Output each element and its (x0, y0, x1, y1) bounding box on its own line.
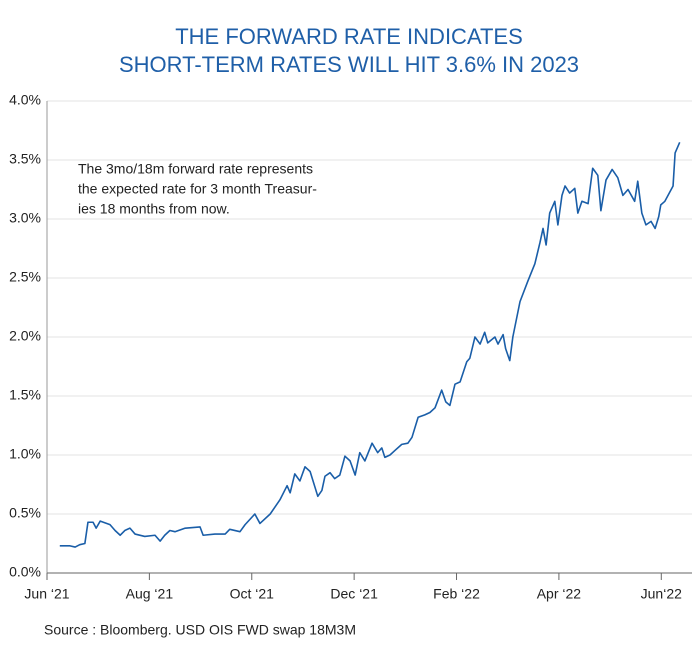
y-tick-label: 3.0% (9, 210, 41, 226)
x-tick-label: Jun ‘21 (24, 586, 69, 602)
annotation: the expected rate for 3 month Treasur- (78, 181, 317, 197)
data-line (59, 141, 681, 548)
y-tick-label: 2.5% (9, 269, 41, 285)
y-tick-label: 1.0% (9, 446, 41, 462)
y-tick-label: 1.5% (9, 387, 41, 403)
y-tick-label: 4.0% (9, 92, 41, 108)
y-tick-label: 2.0% (9, 328, 41, 344)
x-tick-label: Oct ‘21 (230, 586, 275, 602)
y-tick-label: 0.5% (9, 505, 41, 521)
y-tick-label: 3.5% (9, 151, 41, 167)
source-note: Source : Bloomberg. USD OIS FWD swap 18M… (44, 622, 356, 638)
y-tick-label: 0.0% (9, 564, 41, 580)
chart-title: SHORT-TERM RATES WILL HIT 3.6% IN 2023 (119, 52, 579, 77)
annotation: The 3mo/18m forward rate represents (78, 161, 313, 177)
x-tick-label: Aug ‘21 (126, 586, 174, 602)
chart-title: THE FORWARD RATE INDICATES (175, 24, 523, 49)
x-tick-label: Feb ‘22 (433, 586, 480, 602)
annotation: ies 18 months from now. (78, 201, 230, 217)
x-tick-label: Jun‘22 (641, 586, 682, 602)
x-tick-label: Dec ‘21 (330, 586, 378, 602)
x-tick-label: Apr ‘22 (537, 586, 582, 602)
